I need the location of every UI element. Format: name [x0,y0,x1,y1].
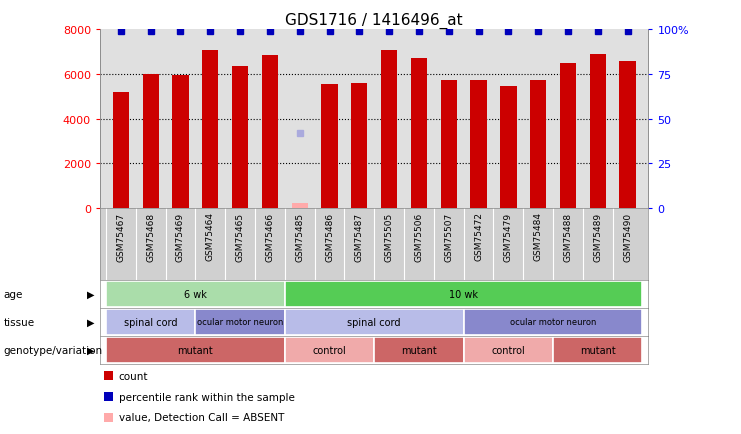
Text: genotype/variation: genotype/variation [4,345,103,355]
Bar [106,309,196,335]
Bar [285,281,642,307]
Text: value, Detection Call = ABSENT: value, Detection Call = ABSENT [119,413,284,422]
Text: GSM75485: GSM75485 [295,212,305,261]
Text: GSM75484: GSM75484 [534,212,542,261]
Text: GSM75472: GSM75472 [474,212,483,261]
Bar [113,93,129,208]
Text: GSM75488: GSM75488 [563,212,572,261]
Bar [464,338,553,363]
Text: GSM75489: GSM75489 [594,212,602,261]
Text: GSM75467: GSM75467 [116,212,125,261]
Bar [196,309,285,335]
Bar [322,85,338,208]
Bar [553,338,642,363]
Bar [291,204,308,208]
Bar [590,55,606,208]
Title: GDS1716 / 1416496_at: GDS1716 / 1416496_at [285,13,463,29]
Bar [619,62,636,208]
Bar [411,59,427,208]
Text: spinal cord: spinal cord [124,317,177,327]
Text: 10 wk: 10 wk [449,289,478,299]
Text: percentile rank within the sample: percentile rank within the sample [119,392,294,401]
Text: ▶: ▶ [87,345,94,355]
Bar [106,281,285,307]
Bar [173,76,189,208]
Bar [232,67,248,208]
Text: GSM75479: GSM75479 [504,212,513,261]
Text: GSM75490: GSM75490 [623,212,632,261]
Text: ocular motor neuron: ocular motor neuron [197,318,283,327]
Text: control: control [313,345,346,355]
Text: control: control [491,345,525,355]
Bar [262,56,278,208]
Text: mutant: mutant [401,345,436,355]
Bar [285,338,374,363]
Bar [530,80,546,208]
Bar [202,50,219,208]
Text: GSM75466: GSM75466 [265,212,274,261]
Text: 6 wk: 6 wk [184,289,207,299]
Text: GSM75487: GSM75487 [355,212,364,261]
Text: GSM75464: GSM75464 [206,212,215,261]
Text: tissue: tissue [4,317,35,327]
Bar [142,75,159,208]
Text: GSM75506: GSM75506 [414,212,423,261]
Bar [471,80,487,208]
Text: mutant: mutant [178,345,213,355]
Bar [381,50,397,208]
Bar [464,309,642,335]
Bar [440,80,457,208]
Text: GSM75507: GSM75507 [444,212,453,261]
Bar [500,87,516,208]
Text: age: age [4,289,23,299]
Text: GSM75505: GSM75505 [385,212,393,261]
Bar [351,84,368,208]
Text: spinal cord: spinal cord [348,317,401,327]
Text: GSM75486: GSM75486 [325,212,334,261]
Bar [559,64,576,208]
Text: GSM75468: GSM75468 [146,212,155,261]
Bar [106,338,285,363]
Text: GSM75469: GSM75469 [176,212,185,261]
Text: count: count [119,371,148,381]
Bar [374,338,464,363]
Text: ocular motor neuron: ocular motor neuron [510,318,597,327]
Text: mutant: mutant [580,345,616,355]
Text: ▶: ▶ [87,317,94,327]
Bar [285,309,464,335]
Text: ▶: ▶ [87,289,94,299]
Text: GSM75465: GSM75465 [236,212,245,261]
